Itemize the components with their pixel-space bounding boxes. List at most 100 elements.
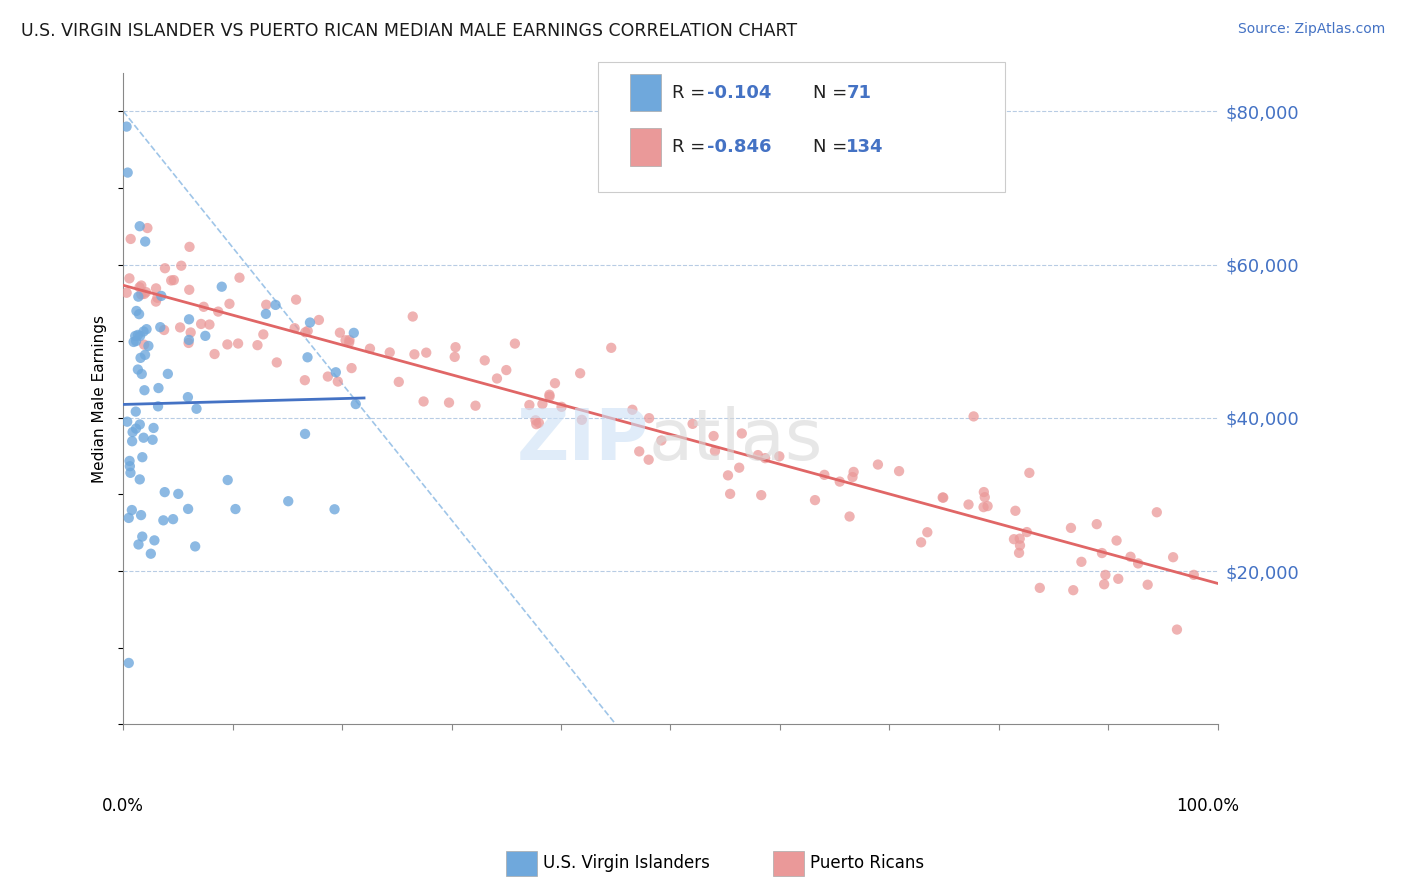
Point: [198, 318, 221, 332]
Point: [131, 450, 153, 465]
Point: [838, 509, 860, 524]
Point: [145, 294, 167, 309]
Point: [217, 337, 239, 351]
Point: [115, 285, 138, 300]
Point: [177, 390, 200, 404]
Point: [128, 219, 150, 234]
Point: [162, 512, 184, 526]
Point: [378, 345, 401, 359]
Point: [127, 362, 149, 376]
Point: [125, 422, 148, 436]
Point: [337, 335, 360, 350]
Point: [125, 404, 148, 418]
Point: [134, 235, 156, 249]
Text: U.S. VIRGIN ISLANDER VS PUERTO RICAN MEDIAN MALE EARNINGS CORRELATION CHART: U.S. VIRGIN ISLANDER VS PUERTO RICAN MED…: [21, 22, 797, 40]
Point: [443, 350, 465, 364]
Point: [184, 540, 207, 554]
Point: [308, 313, 330, 327]
Point: [120, 466, 142, 480]
Point: [136, 221, 159, 235]
Point: [728, 460, 751, 475]
Point: [813, 467, 835, 482]
Point: [246, 338, 269, 352]
Text: N =: N =: [813, 84, 852, 102]
Point: [931, 491, 953, 505]
Point: [1105, 533, 1128, 548]
Point: [252, 327, 274, 342]
Point: [153, 261, 176, 276]
Point: [1161, 550, 1184, 565]
Point: [1062, 583, 1084, 598]
Point: [294, 373, 316, 387]
Point: [145, 281, 167, 295]
Point: [444, 340, 467, 354]
Text: 0.0%: 0.0%: [101, 797, 143, 815]
Point: [297, 351, 319, 365]
Point: [129, 508, 152, 522]
Point: [538, 390, 561, 404]
Point: [115, 415, 138, 429]
Point: [464, 399, 486, 413]
Point: [146, 400, 169, 414]
Point: [177, 335, 200, 350]
Point: [138, 339, 160, 353]
Text: U.S. Virgin Islanders: U.S. Virgin Islanders: [543, 855, 710, 872]
Point: [1018, 466, 1040, 480]
Point: [193, 300, 215, 314]
Point: [1136, 578, 1159, 592]
Point: [297, 324, 319, 338]
Text: -0.104: -0.104: [707, 84, 772, 102]
Point: [1060, 521, 1083, 535]
Point: [1094, 568, 1116, 582]
Text: R =: R =: [672, 84, 711, 102]
Point: [412, 394, 434, 409]
Point: [254, 307, 277, 321]
Point: [544, 376, 567, 391]
Point: [150, 289, 173, 303]
Point: [226, 336, 249, 351]
Point: [637, 452, 659, 467]
Point: [135, 285, 157, 299]
Point: [404, 347, 426, 361]
Point: [388, 375, 411, 389]
Point: [1070, 555, 1092, 569]
Point: [550, 400, 572, 414]
Point: [167, 487, 190, 501]
Point: [146, 291, 169, 305]
Point: [538, 388, 561, 402]
Point: [142, 421, 165, 435]
Y-axis label: Median Male Earnings: Median Male Earnings: [93, 315, 107, 483]
Point: [1146, 505, 1168, 519]
Point: [118, 511, 141, 525]
Text: -0.846: -0.846: [707, 138, 772, 156]
Point: [218, 297, 240, 311]
Point: [335, 333, 357, 347]
Point: [143, 533, 166, 548]
Point: [1166, 623, 1188, 637]
Point: [1008, 546, 1031, 560]
Text: 134: 134: [846, 138, 884, 156]
Point: [211, 279, 233, 293]
Point: [325, 365, 347, 379]
Point: [194, 329, 217, 343]
Point: [121, 503, 143, 517]
Point: [402, 310, 425, 324]
Point: [128, 280, 150, 294]
Point: [1182, 567, 1205, 582]
Point: [718, 487, 741, 501]
Point: [128, 307, 150, 321]
Point: [682, 417, 704, 431]
Point: [284, 321, 307, 335]
Point: [747, 448, 769, 462]
Point: [527, 416, 550, 430]
Point: [125, 304, 148, 318]
Point: [976, 499, 998, 513]
Point: [121, 425, 143, 439]
Point: [910, 535, 932, 549]
Point: [1015, 524, 1038, 539]
Point: [531, 397, 554, 411]
Point: [887, 464, 910, 478]
Point: [731, 426, 754, 441]
Point: [1107, 572, 1129, 586]
Point: [495, 363, 517, 377]
